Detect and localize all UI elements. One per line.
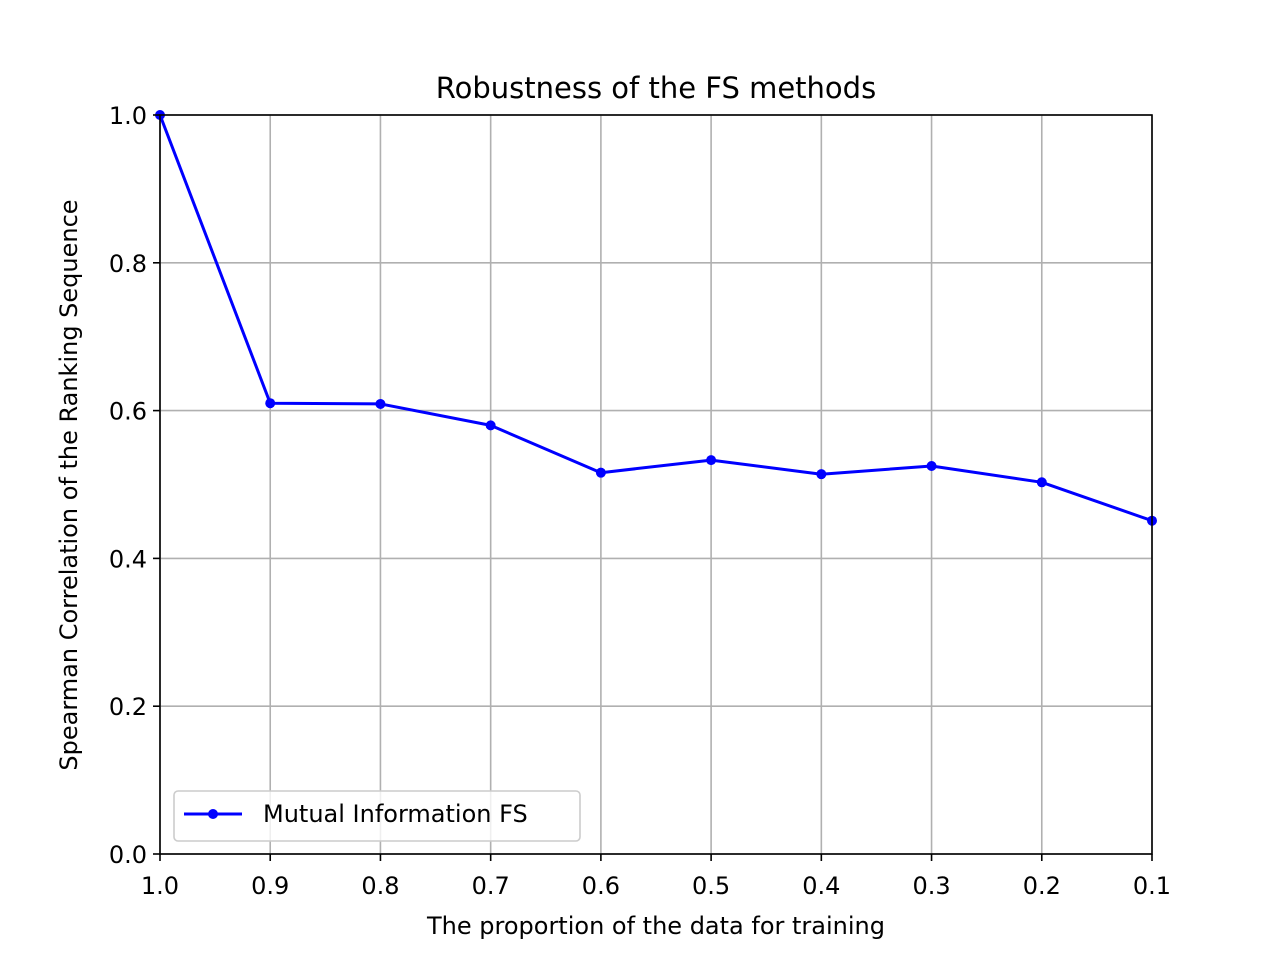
y-tick-label: 0.0 — [109, 841, 147, 869]
y-tick-label: 0.8 — [109, 250, 147, 278]
x-tick-label: 0.1 — [1133, 872, 1171, 900]
data-point — [816, 469, 827, 480]
legend-label: Mutual Information FS — [263, 800, 528, 828]
series-line — [158, 114, 1153, 523]
x-tick-label: 1.0 — [141, 872, 179, 900]
x-axis-label: The proportion of the data for training — [426, 912, 885, 940]
data-point — [1036, 477, 1047, 488]
data-point — [265, 398, 276, 409]
y-tick-label: 0.4 — [109, 545, 147, 573]
y-axis-label: Spearman Correlation of the Ranking Sequ… — [55, 199, 83, 770]
x-tick-label: 0.2 — [1023, 872, 1061, 900]
legend: Mutual Information FS — [173, 790, 581, 842]
x-tick-label: 0.6 — [582, 872, 620, 900]
x-tick-label: 0.9 — [251, 872, 289, 900]
series-layer — [155, 110, 1157, 526]
x-tick-label: 0.5 — [692, 872, 730, 900]
y-tick-label: 1.0 — [109, 102, 147, 130]
ticks: 1.0 0.9 0.8 0.7 0.6 0.5 0.4 0.3 0.2 0.1 0.0 0.2 0.4 0… — [109, 102, 1171, 900]
data-point — [375, 398, 386, 409]
x-tick-label: 0.7 — [472, 872, 510, 900]
plot-frame — [159, 114, 1153, 855]
x-tick-label: 0.3 — [912, 872, 950, 900]
data-point — [706, 455, 717, 466]
data-point — [926, 461, 937, 472]
y-tick-label: 0.2 — [109, 693, 147, 721]
legend-marker-swatch — [208, 809, 218, 819]
data-point — [595, 467, 606, 478]
x-tick-label: 0.4 — [802, 872, 840, 900]
legend-box — [173, 790, 581, 842]
chart-title: Robustness of the FS methods — [436, 71, 876, 105]
data-point — [485, 420, 496, 431]
x-tick-label: 0.8 — [361, 872, 399, 900]
y-tick-label: 0.6 — [109, 398, 147, 426]
